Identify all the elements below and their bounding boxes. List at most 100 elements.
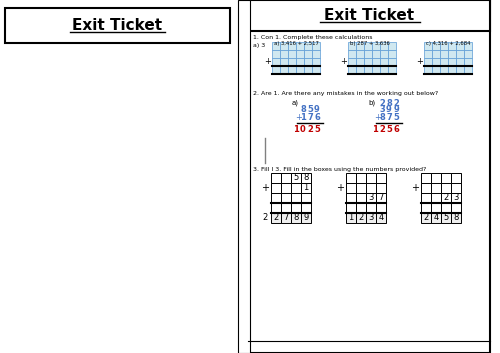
- Bar: [346, 193, 356, 203]
- Text: 4: 4: [434, 214, 438, 222]
- Bar: [376, 183, 386, 193]
- Bar: [456, 50, 464, 58]
- Bar: [291, 213, 301, 223]
- Bar: [356, 58, 364, 66]
- Bar: [421, 203, 431, 213]
- Bar: [441, 213, 451, 223]
- Text: 1: 1: [348, 214, 354, 222]
- Text: 8: 8: [294, 214, 298, 222]
- Text: 8: 8: [454, 214, 458, 222]
- Text: c) 4,316 + 2,684: c) 4,316 + 2,684: [426, 42, 470, 47]
- Bar: [366, 213, 376, 223]
- Text: 2. Are 1. Are there any mistakes in the working out below?: 2. Are 1. Are there any mistakes in the …: [253, 90, 438, 96]
- Bar: [356, 213, 366, 223]
- Bar: [431, 213, 441, 223]
- Text: 6: 6: [393, 125, 399, 133]
- Bar: [364, 42, 372, 50]
- Bar: [424, 66, 432, 74]
- Bar: [301, 213, 311, 223]
- Bar: [280, 50, 288, 58]
- Text: 2: 2: [358, 214, 364, 222]
- Text: 9: 9: [304, 214, 308, 222]
- Bar: [451, 173, 461, 183]
- Bar: [291, 183, 301, 193]
- Bar: [296, 42, 304, 50]
- Text: a) 3: a) 3: [253, 43, 265, 48]
- Bar: [304, 42, 312, 50]
- Bar: [421, 193, 431, 203]
- Bar: [5, 8, 230, 43]
- Text: 6: 6: [314, 114, 320, 122]
- Bar: [348, 42, 356, 50]
- Bar: [380, 50, 388, 58]
- Bar: [376, 213, 386, 223]
- Bar: [372, 42, 380, 50]
- Bar: [248, 0, 490, 353]
- Bar: [456, 42, 464, 50]
- Text: +: +: [296, 114, 302, 122]
- Bar: [448, 66, 456, 74]
- Text: b): b): [368, 100, 375, 106]
- Bar: [364, 66, 372, 74]
- Text: 8: 8: [304, 174, 308, 183]
- Text: 5: 5: [386, 125, 392, 133]
- Bar: [291, 173, 301, 183]
- Text: 8: 8: [379, 114, 385, 122]
- Bar: [280, 58, 288, 66]
- Bar: [388, 50, 396, 58]
- Text: 3. Fill I 3. Fill in the boxes using the numbers provided?: 3. Fill I 3. Fill in the boxes using the…: [253, 168, 426, 173]
- Bar: [366, 183, 376, 193]
- Bar: [272, 66, 280, 74]
- Text: b) 287 + 3,636: b) 287 + 3,636: [350, 42, 390, 47]
- Text: 7: 7: [284, 214, 288, 222]
- Bar: [440, 42, 448, 50]
- Text: 3: 3: [368, 214, 374, 222]
- Text: 3: 3: [454, 193, 458, 203]
- Bar: [372, 66, 380, 74]
- Bar: [271, 173, 281, 183]
- Bar: [366, 203, 376, 213]
- Bar: [271, 183, 281, 193]
- Bar: [464, 58, 472, 66]
- Bar: [281, 193, 291, 203]
- Bar: [456, 66, 464, 74]
- Text: 4: 4: [378, 214, 384, 222]
- Text: 9: 9: [393, 106, 399, 114]
- Bar: [424, 42, 432, 50]
- Bar: [271, 193, 281, 203]
- Bar: [464, 66, 472, 74]
- Bar: [356, 193, 366, 203]
- Text: 5: 5: [393, 114, 399, 122]
- Bar: [312, 58, 320, 66]
- Bar: [312, 66, 320, 74]
- Text: +: +: [261, 183, 269, 193]
- Bar: [301, 173, 311, 183]
- Text: 2: 2: [379, 98, 385, 108]
- Bar: [451, 193, 461, 203]
- Bar: [441, 203, 451, 213]
- Bar: [366, 193, 376, 203]
- Bar: [312, 50, 320, 58]
- Bar: [424, 58, 432, 66]
- Text: 1: 1: [300, 114, 306, 122]
- Text: 5: 5: [307, 106, 313, 114]
- Text: +: +: [411, 183, 419, 193]
- Bar: [271, 213, 281, 223]
- Bar: [380, 66, 388, 74]
- Bar: [346, 183, 356, 193]
- Text: 2: 2: [424, 214, 428, 222]
- Bar: [421, 183, 431, 193]
- Bar: [440, 58, 448, 66]
- Text: +: +: [416, 58, 424, 66]
- Text: 8: 8: [300, 106, 306, 114]
- Bar: [456, 58, 464, 66]
- Bar: [304, 66, 312, 74]
- Text: 7: 7: [378, 193, 384, 203]
- Text: +: +: [264, 58, 272, 66]
- Bar: [464, 50, 472, 58]
- Bar: [421, 213, 431, 223]
- Bar: [288, 58, 296, 66]
- Bar: [372, 58, 380, 66]
- Bar: [372, 50, 380, 58]
- Bar: [348, 50, 356, 58]
